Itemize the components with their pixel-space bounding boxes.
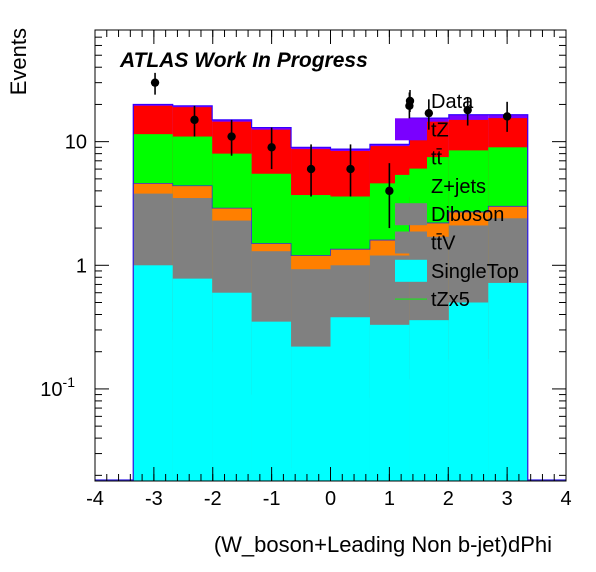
data-point-9 bbox=[463, 105, 472, 115]
x-tick-label-4: 0 bbox=[325, 488, 336, 510]
x-tick-label-6: 2 bbox=[443, 488, 454, 510]
x-tick-label-8: 4 bbox=[560, 488, 571, 510]
bar-singletop-4 bbox=[291, 467, 331, 481]
legend-swatch-6 bbox=[395, 259, 427, 282]
legend-swatch-1 bbox=[395, 118, 427, 141]
legend: Data tZ tt̄ Z+jets Diboson tt̄V SingleTop tZx5 bbox=[395, 90, 519, 311]
data-points-layer bbox=[150, 72, 512, 229]
bar-singletop-6 bbox=[369, 379, 410, 481]
legend-swatch-3 bbox=[395, 174, 427, 197]
tzx5-line bbox=[95, 182, 566, 481]
chart-title: ATLAS Work In Progress bbox=[119, 49, 368, 72]
bar-singletop-8 bbox=[448, 358, 489, 481]
x-tick-label-0: -4 bbox=[86, 488, 104, 510]
axes-layer: -4 -3 -2 -1 0 1 2 3 4 10-1 1 10 bbox=[40, 29, 572, 510]
legend-swatch-2 bbox=[395, 146, 427, 169]
data-point-0 bbox=[150, 78, 160, 87]
x-axis-title: (W_boson+Leading Non b-jet)dPhi bbox=[214, 532, 552, 557]
total-outline bbox=[95, 103, 566, 481]
x-tick-label-1: -3 bbox=[145, 488, 163, 510]
stacked-bars-layer bbox=[133, 104, 528, 482]
legend-label-5: tt̄V bbox=[431, 232, 456, 254]
bar-singletop-5 bbox=[330, 397, 370, 481]
x-tick-label-3: -1 bbox=[263, 488, 281, 510]
legend-label-6: SingleTop bbox=[431, 261, 519, 283]
x-tick-label-2: -2 bbox=[204, 488, 222, 510]
data-point-1 bbox=[190, 115, 199, 125]
bar-outline-layer bbox=[95, 103, 566, 481]
data-point-5 bbox=[346, 164, 355, 174]
y-tick-label-1: 1 bbox=[76, 255, 87, 277]
data-point-3 bbox=[267, 143, 276, 152]
x-tick-label-5: 1 bbox=[384, 488, 395, 510]
legend-marker-data bbox=[405, 96, 415, 106]
legend-label-1: tZ bbox=[431, 119, 449, 141]
bar-singletop-0 bbox=[133, 321, 173, 481]
y-axis-title: Events bbox=[6, 28, 31, 95]
bar-singletop-1 bbox=[172, 339, 213, 481]
data-point-2 bbox=[227, 132, 236, 141]
data-point-4 bbox=[306, 164, 316, 174]
data-point-10 bbox=[502, 112, 512, 121]
bar-singletop-3 bbox=[251, 394, 292, 481]
legend-label-3: Z+jets bbox=[431, 176, 486, 198]
bar-singletop-7 bbox=[409, 360, 449, 481]
bar-singletop-4 bbox=[291, 346, 331, 481]
bar-singletop-9 bbox=[488, 363, 528, 481]
data-point-6 bbox=[385, 186, 394, 196]
legend-label-7: tZx5 bbox=[431, 289, 470, 311]
bar-singletop-2 bbox=[212, 351, 252, 481]
y-tick-label-2: 10 bbox=[65, 132, 87, 154]
y-tick-label-0: 10-1 bbox=[40, 374, 75, 401]
legend-label-0: Data bbox=[431, 91, 474, 113]
data-point-8 bbox=[424, 108, 434, 118]
x-tick-label-7: 3 bbox=[502, 488, 513, 510]
legend-label-2: tt̄ bbox=[431, 147, 443, 169]
legend-label-4: Diboson bbox=[431, 204, 504, 226]
legend-swatch-5 bbox=[395, 231, 427, 254]
legend-swatch-4 bbox=[395, 203, 427, 226]
